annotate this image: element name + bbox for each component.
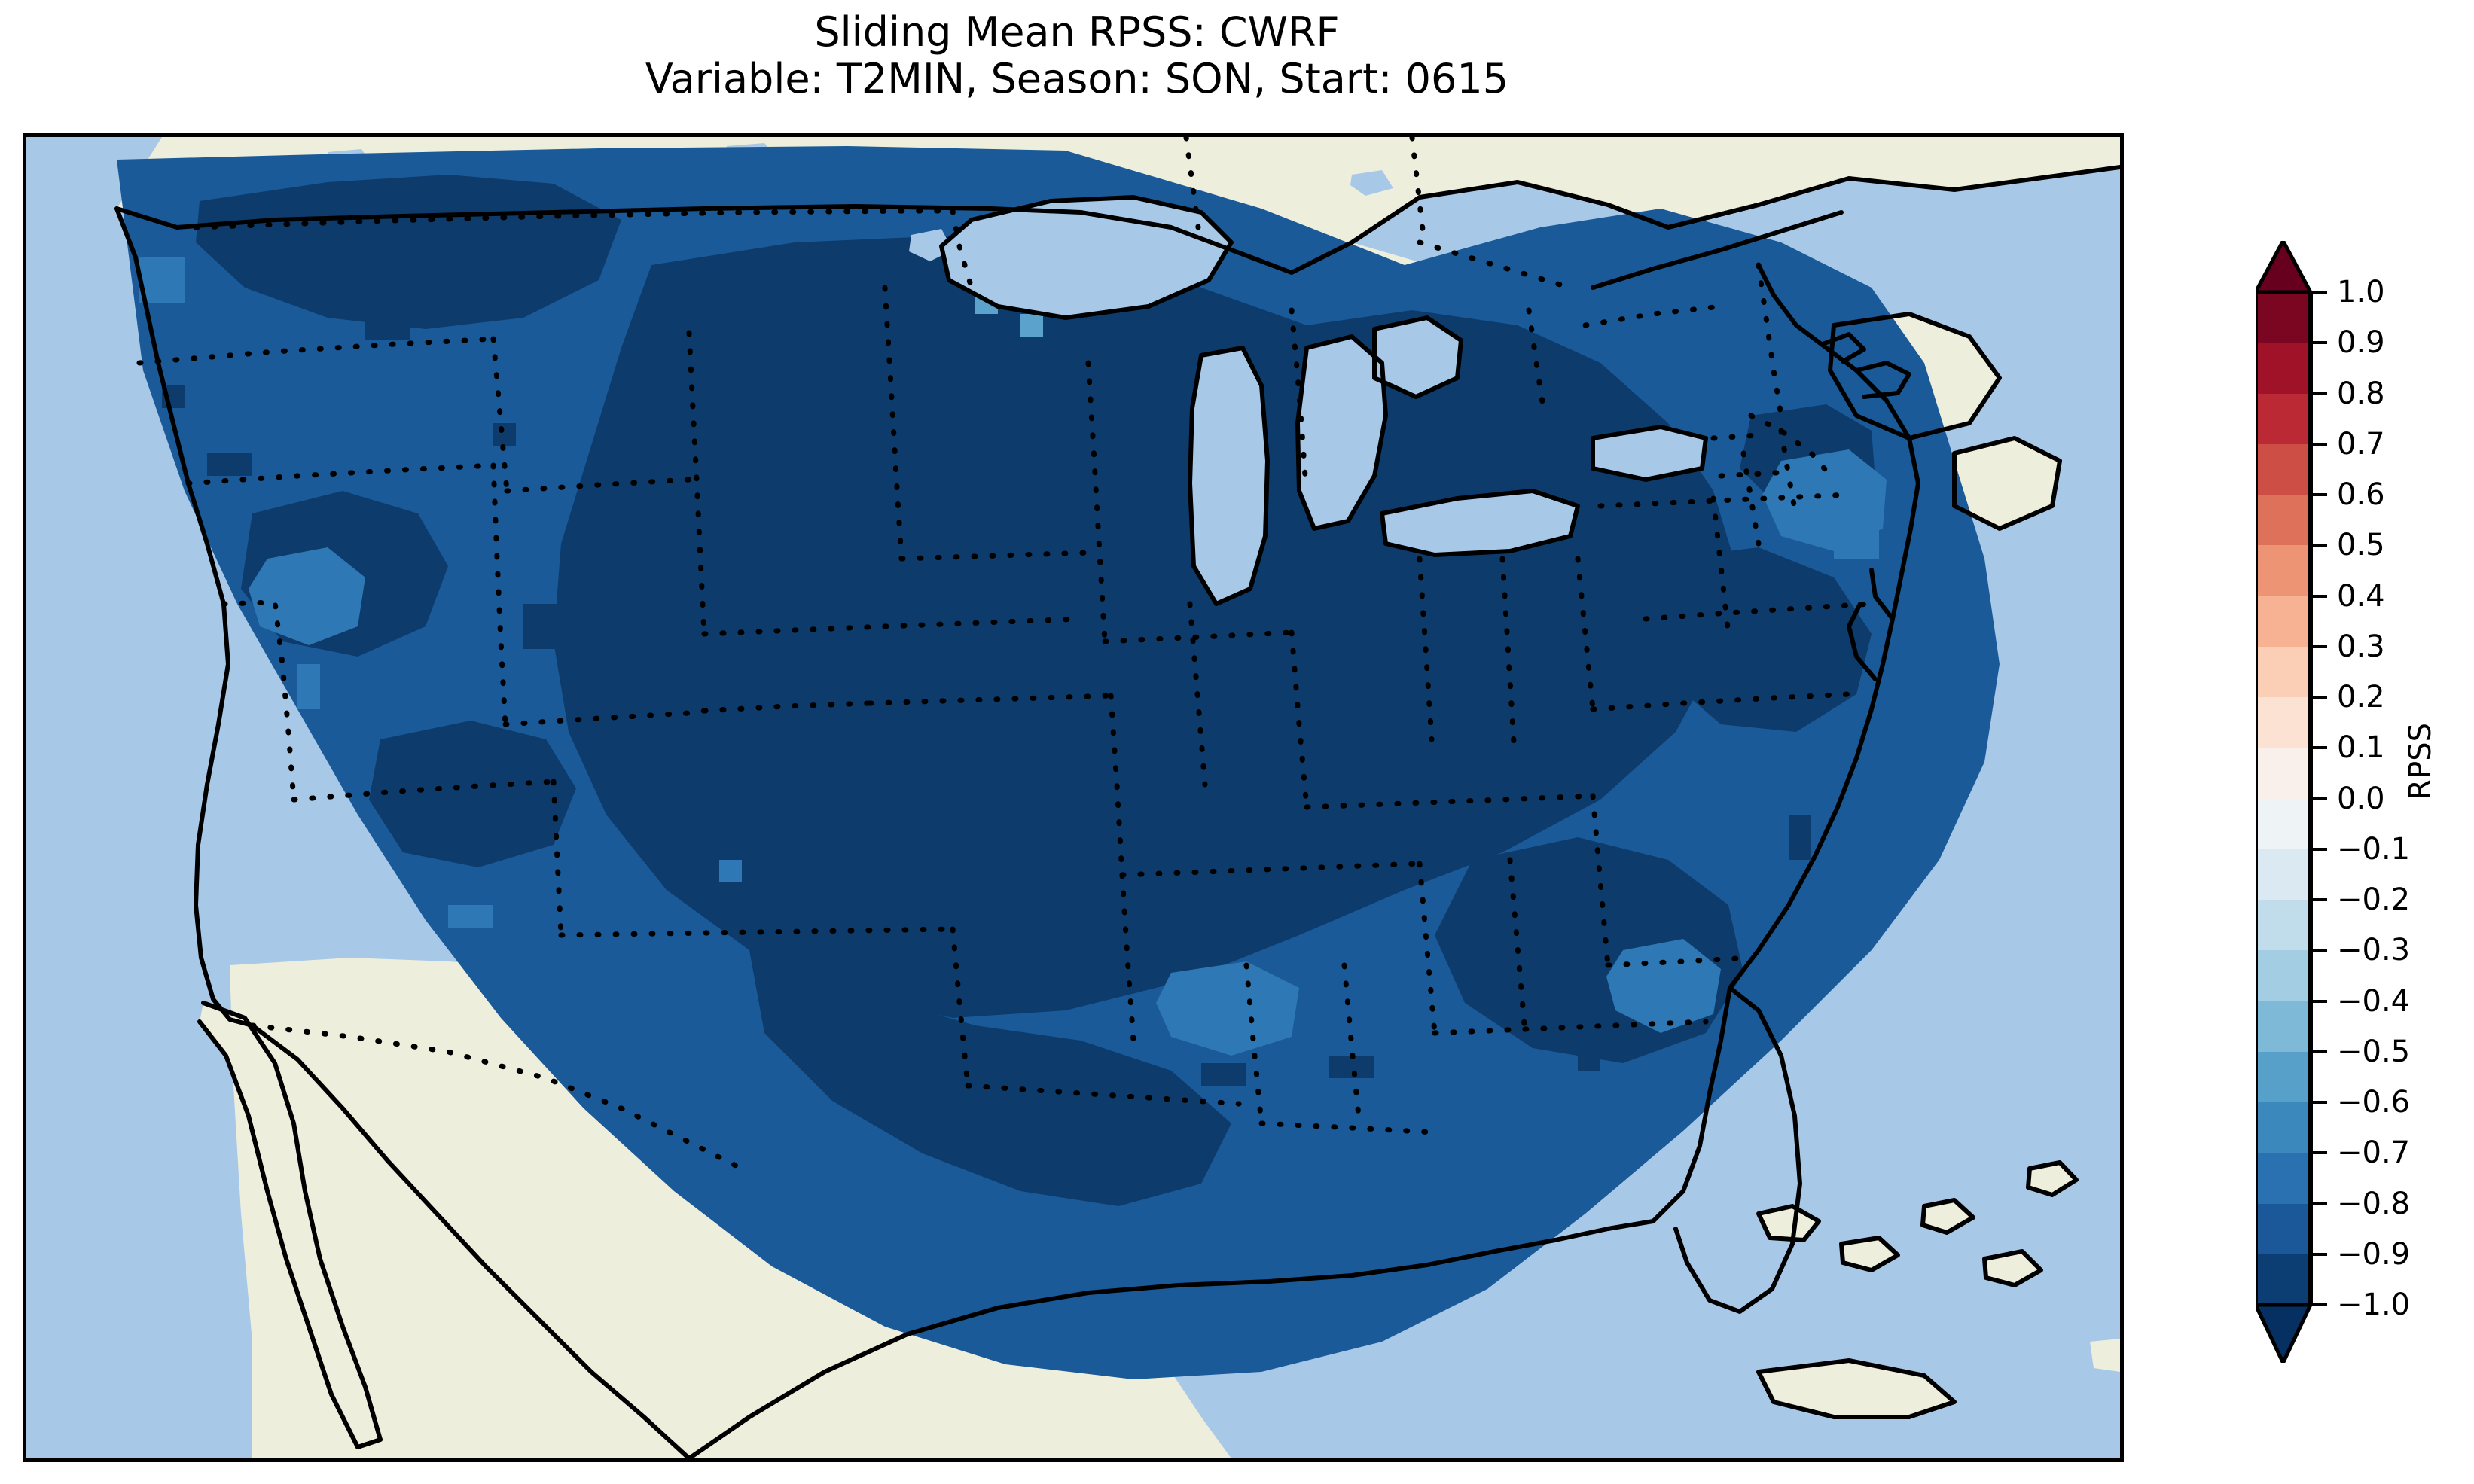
colorbar-tick-mark bbox=[2311, 493, 2327, 496]
colorbar-tick-mark bbox=[2311, 746, 2327, 750]
colorbar-tick-label: −0.9 bbox=[2337, 1236, 2411, 1272]
colorbar-tick-label: −0.7 bbox=[2337, 1135, 2411, 1171]
title-line-1: Sliding Mean RPSS: CWRF bbox=[814, 8, 1340, 56]
colorbar-tick-label: 0.2 bbox=[2337, 680, 2385, 715]
rpss-map bbox=[26, 137, 2120, 1458]
colorbar-segment bbox=[2256, 443, 2311, 495]
colorbar-tick-label: 0.8 bbox=[2337, 376, 2385, 411]
colorbar-tick-mark bbox=[2311, 442, 2327, 446]
colorbar-tick-mark bbox=[2311, 847, 2327, 851]
colorbar-segment bbox=[2256, 798, 2311, 850]
colorbar-segment bbox=[2256, 1001, 2311, 1053]
colorbar-tick-mark bbox=[2311, 1202, 2327, 1205]
title-line-2: Variable: T2MIN, Season: SON, Start: 061… bbox=[645, 55, 1509, 102]
map-panel bbox=[23, 133, 2124, 1462]
colorbar-segment bbox=[2256, 545, 2311, 597]
colorbar-tick-mark bbox=[2311, 1303, 2327, 1306]
coastlines bbox=[114, 165, 2120, 1458]
colorbar-tick-label: 0.9 bbox=[2337, 325, 2385, 361]
colorbar-gradient[interactable] bbox=[2256, 292, 2311, 1306]
colorbar-segment bbox=[2256, 748, 2311, 800]
colorbar-extend-arrow-top bbox=[2256, 241, 2313, 294]
colorbar-segment bbox=[2256, 343, 2311, 395]
colorbar-tick-mark bbox=[2311, 1151, 2327, 1155]
state-borders bbox=[136, 137, 1875, 1172]
colorbar-tick-mark bbox=[2311, 341, 2327, 345]
colorbar-segment bbox=[2256, 1153, 2311, 1205]
colorbar-tick-label: 0.7 bbox=[2337, 426, 2385, 462]
colorbar-segment bbox=[2256, 1051, 2311, 1103]
colorbar-tick-mark bbox=[2311, 1101, 2327, 1104]
colorbar-tick-mark bbox=[2311, 949, 2327, 952]
colorbar-tick-label: −0.6 bbox=[2337, 1085, 2411, 1120]
colorbar-tick-mark bbox=[2311, 594, 2327, 598]
colorbar-segment bbox=[2256, 393, 2311, 445]
colorbar-segment bbox=[2256, 950, 2311, 1002]
colorbar-tick-label: −0.2 bbox=[2337, 882, 2411, 917]
colorbar-tick-mark bbox=[2311, 898, 2327, 901]
colorbar-tick-label: 0.0 bbox=[2337, 781, 2385, 816]
colorbar-segment bbox=[2256, 646, 2311, 698]
colorbar-tick-mark bbox=[2311, 544, 2327, 547]
colorbar-segment bbox=[2256, 1203, 2311, 1255]
colorbar-tick-mark bbox=[2311, 291, 2327, 294]
colorbar-tick-label: −0.1 bbox=[2337, 831, 2411, 867]
colorbar-segment bbox=[2256, 1254, 2311, 1306]
colorbar-tick-mark bbox=[2311, 1050, 2327, 1053]
colorbar-tick-label: 0.6 bbox=[2337, 477, 2385, 512]
colorbar-tick-label: 0.5 bbox=[2337, 528, 2385, 563]
colorbar-tick-label: −0.3 bbox=[2337, 933, 2411, 968]
colorbar-segment bbox=[2256, 596, 2311, 648]
colorbar-tick-label: 0.3 bbox=[2337, 629, 2385, 664]
colorbar-tick-label: −0.5 bbox=[2337, 1034, 2411, 1069]
colorbar: 1.0 0.9 0.8 0.7 0.6 0.5 0.4 0.3 0.2 0.1 0.0 −0.1 −0.… bbox=[2256, 241, 2474, 1363]
colorbar-segment bbox=[2256, 849, 2311, 900]
colorbar-tick-mark bbox=[2311, 1252, 2327, 1256]
colorbar-tick-label: −0.4 bbox=[2337, 983, 2411, 1019]
colorbar-tick-label: −0.8 bbox=[2337, 1186, 2411, 1221]
colorbar-tick-label: 1.0 bbox=[2337, 275, 2385, 309]
colorbar-tick-mark bbox=[2311, 696, 2327, 699]
figure-title: Sliding Mean RPSS: CWRF Variable: T2MIN,… bbox=[0, 0, 2154, 102]
colorbar-segment bbox=[2256, 697, 2311, 748]
colorbar-segment bbox=[2256, 1102, 2311, 1153]
colorbar-extend-arrow-bottom bbox=[2256, 1303, 2313, 1363]
colorbar-tick-mark bbox=[2311, 392, 2327, 395]
colorbar-tick-mark bbox=[2311, 797, 2327, 800]
colorbar-axis-label: RPSS bbox=[2403, 723, 2438, 800]
colorbar-tick-mark bbox=[2311, 644, 2327, 648]
colorbar-tick-label: 0.1 bbox=[2337, 730, 2385, 766]
colorbar-segment bbox=[2256, 292, 2311, 343]
colorbar-tick-label: 0.4 bbox=[2337, 578, 2385, 614]
colorbar-segment bbox=[2256, 900, 2311, 951]
colorbar-tick-label: −1.0 bbox=[2337, 1287, 2411, 1322]
colorbar-tick-mark bbox=[2311, 999, 2327, 1003]
colorbar-segment bbox=[2256, 495, 2311, 546]
